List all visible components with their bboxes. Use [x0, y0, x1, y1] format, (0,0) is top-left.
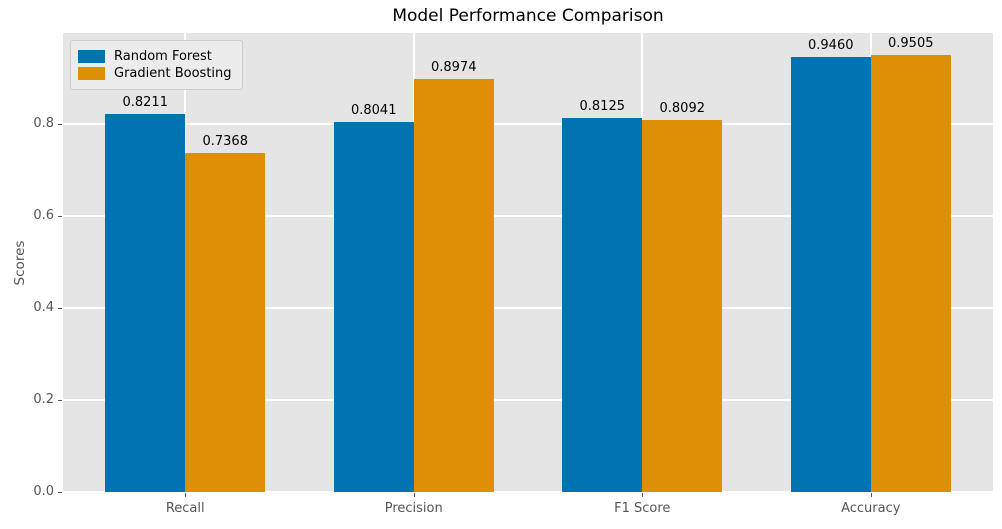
plot-area: 0.8211 0.8041 0.8125 0.9460 0.7368 0.8974 0.80… [63, 33, 993, 493]
y-tick-mark [58, 216, 62, 218]
x-tick-label-precision: Precision [384, 501, 443, 516]
bar-value-label: 0.8125 [579, 99, 626, 115]
bar-random-forest [333, 122, 414, 492]
bar-value-label: 0.9460 [808, 37, 854, 53]
y-tick-label: 0.8 [33, 116, 54, 132]
y-tick-mark [58, 492, 62, 493]
h-gridline [63, 215, 993, 218]
y-tick-mark [58, 124, 62, 126]
h-gridline [63, 123, 993, 126]
bar-random-forest [790, 56, 871, 492]
x-tick-mark [642, 493, 644, 497]
x-tick-label-f1-score: F1 Score [614, 501, 671, 516]
y-tick-label: 0.4 [33, 300, 54, 316]
bar-gradient-boosting [413, 79, 494, 492]
chart-title: Model Performance Comparison [392, 6, 664, 26]
legend-swatch-random-forest [78, 50, 105, 63]
bar-random-forest [105, 114, 186, 492]
bar-value-label: 0.9505 [888, 35, 934, 51]
x-tick-mark [870, 493, 872, 497]
x-tick-mark [185, 493, 187, 497]
y-tick-label: 0.6 [33, 208, 54, 224]
x-tick-mark [413, 493, 415, 497]
h-gridline [63, 307, 993, 310]
bar-gradient-boosting [642, 119, 723, 492]
h-gridline [63, 491, 993, 493]
y-tick-label: 0.0 [33, 484, 54, 499]
legend: Random Forest Gradient Boosting [70, 40, 243, 90]
bar-gradient-boosting [185, 153, 266, 492]
x-tick-label-recall: Recall [165, 501, 205, 516]
legend-label: Random Forest [114, 49, 212, 64]
bar-value-label: 0.8041 [350, 103, 397, 119]
legend-item: Random Forest [78, 49, 232, 64]
y-tick-label: 0.2 [33, 392, 54, 408]
bar-value-label: 0.8092 [659, 100, 706, 116]
x-tick-label-accuracy: Accuracy [841, 501, 901, 516]
bar-random-forest [562, 118, 643, 492]
legend-item: Gradient Boosting [78, 66, 232, 81]
h-gridline [63, 399, 993, 402]
y-tick-mark [58, 308, 62, 310]
bar-value-label: 0.8211 [122, 95, 168, 111]
bar-gradient-boosting [870, 54, 951, 492]
y-tick-mark [58, 400, 62, 402]
bar-value-label: 0.8974 [430, 60, 477, 76]
bar-value-label: 0.7368 [202, 134, 248, 150]
legend-swatch-gradient-boosting [78, 67, 105, 80]
legend-label: Gradient Boosting [114, 66, 232, 81]
